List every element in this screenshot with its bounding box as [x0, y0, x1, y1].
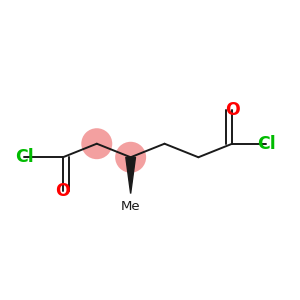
Text: Cl: Cl [257, 135, 275, 153]
Circle shape [81, 128, 112, 159]
Polygon shape [126, 157, 136, 194]
Text: O: O [56, 182, 70, 200]
Circle shape [115, 142, 146, 173]
Text: O: O [225, 101, 240, 119]
Text: Me: Me [121, 200, 140, 213]
Text: Cl: Cl [15, 148, 34, 166]
